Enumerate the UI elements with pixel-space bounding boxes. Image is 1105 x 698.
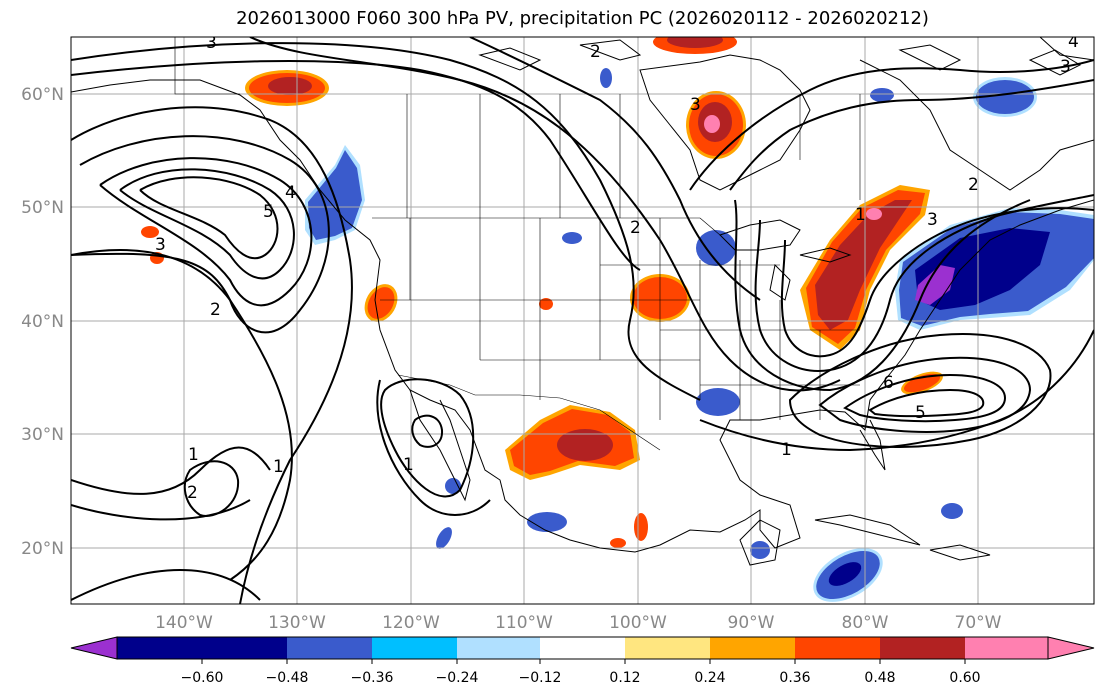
contour-labels: 3 2 3 4 5 3 2 1 1 2 1 2 1 3 2 3 4 6 5 1 — [155, 32, 1079, 503]
contour-label-3-nw: 3 — [206, 33, 217, 53]
contour-label-2-plains: 2 — [630, 218, 641, 238]
colorbar-bin-4 — [372, 637, 457, 659]
colorbar: −0.60 −0.48 −0.36 −0.24 −0.12 0.12 0.24 … — [70, 636, 1095, 686]
lon-label-140: 140°W — [155, 613, 213, 633]
lon-label-80: 80°W — [842, 613, 889, 633]
contour-label-3-hudson: 3 — [690, 95, 701, 115]
colorbar-bin-7 — [625, 637, 710, 659]
colorbar-bin-11 — [965, 637, 1048, 659]
colorbar-tick-3: −0.36 — [351, 670, 394, 686]
colorbar-bin-2 — [202, 637, 287, 659]
lat-label-30: 30°N — [21, 425, 64, 445]
contour-label-1-lakes: 1 — [855, 205, 866, 225]
lon-label-70: 70°W — [955, 613, 1002, 633]
map-frame — [70, 36, 1095, 605]
contour-label-2-sw: 2 — [187, 483, 198, 503]
colorbar-bin-3 — [287, 637, 372, 659]
lat-label-60: 60°N — [21, 85, 64, 105]
colorbar-tick-5: −0.12 — [519, 670, 562, 686]
colorbar-bin-1 — [117, 637, 202, 659]
colorbar-max-extend — [1047, 636, 1095, 660]
colorbar-tick-4: −0.24 — [436, 670, 479, 686]
contour-label-2-ne: 2 — [968, 175, 979, 195]
contour-label-4-greenland: 4 — [1068, 32, 1079, 52]
lon-label-110: 110°W — [495, 613, 553, 633]
contour-label-3-pac: 3 — [155, 235, 166, 255]
colorbar-bin-5 — [457, 637, 540, 659]
contour-label-6-atl: 6 — [883, 373, 894, 393]
contour-label-3-greenland: 3 — [1060, 57, 1071, 77]
lon-label-100: 100°W — [609, 613, 667, 633]
colorbar-tick-7: 0.24 — [694, 670, 725, 686]
contour-label-1-gulf: 1 — [781, 440, 792, 460]
contour-label-3-ne: 3 — [927, 210, 938, 230]
contour-label-4-pac: 4 — [285, 183, 296, 203]
contour-label-5-atl: 5 — [915, 403, 926, 423]
contour-label-1-baja: 1 — [403, 455, 414, 475]
lon-label-90: 90°W — [728, 613, 775, 633]
contour-label-5-pac: 5 — [263, 202, 274, 222]
lon-label-120: 120°W — [382, 613, 440, 633]
pv-contours — [71, 37, 1094, 604]
colorbar-bin-8 — [710, 637, 795, 659]
coastlines — [71, 37, 1094, 566]
longitude-axis: 140°W 130°W 120°W 110°W 100°W 90°W 80°W … — [155, 613, 1002, 633]
colorbar-min-extend — [70, 636, 118, 660]
gridlines — [71, 37, 1094, 604]
colorbar-tick-2: −0.48 — [266, 670, 309, 686]
contour-label-1-sw: 1 — [188, 445, 199, 465]
colorbar-bin-6 — [540, 637, 625, 659]
lat-label-20: 20°N — [21, 539, 64, 559]
map-title: 2026013000 F060 300 hPa PV, precipitatio… — [236, 8, 929, 29]
colorbar-tick-10: 0.60 — [949, 670, 980, 686]
latitude-axis: 60°N 50°N 40°N 30°N 20°N — [21, 85, 64, 559]
colorbar-tick-6: 0.12 — [609, 670, 640, 686]
colorbar-bin-10 — [880, 637, 965, 659]
colorbar-tick-8: 0.36 — [779, 670, 810, 686]
contour-label-1-s: 1 — [273, 457, 284, 477]
lat-label-50: 50°N — [21, 198, 64, 218]
lon-label-130: 130°W — [268, 613, 326, 633]
colorbar-bin-9 — [795, 637, 880, 659]
colorbar-tick-1: −0.60 — [181, 670, 224, 686]
contour-label-2-pac: 2 — [210, 300, 221, 320]
contour-label-2-n: 2 — [590, 42, 601, 62]
map-area: 3 2 3 4 5 3 2 1 1 2 1 2 1 3 2 3 4 6 5 1 — [71, 32, 1094, 604]
colorbar-tick-9: 0.48 — [864, 670, 895, 686]
lat-label-40: 40°N — [21, 312, 64, 332]
borders — [174, 37, 861, 451]
